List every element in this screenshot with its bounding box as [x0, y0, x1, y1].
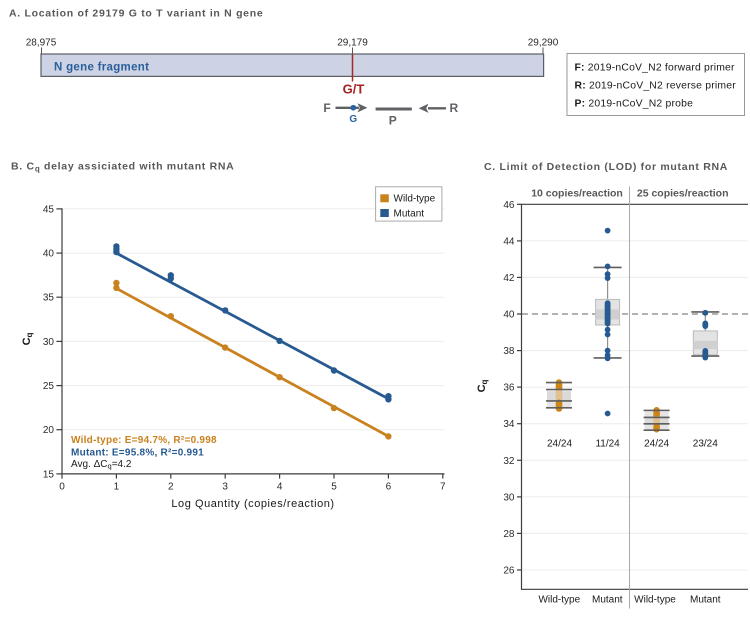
svg-text:Wild-type: E=94.7%, R²=0.998: Wild-type: E=94.7%, R²=0.998	[71, 435, 217, 446]
svg-text:Mutant: E=95.8%, R²=0.991: Mutant: E=95.8%, R²=0.991	[71, 447, 204, 458]
svg-text:G/T: G/T	[343, 81, 365, 96]
svg-text:40: 40	[43, 249, 55, 260]
svg-text:G: G	[349, 114, 357, 125]
svg-text:Log Quantity (copies/reaction): Log Quantity (copies/reaction)	[171, 498, 334, 510]
svg-text:1: 1	[114, 481, 120, 492]
svg-text:32: 32	[503, 456, 515, 467]
svg-text:2: 2	[168, 481, 174, 492]
svg-text:P: 2019-nCoV_N2 probe: P: 2019-nCoV_N2 probe	[575, 98, 694, 109]
svg-text:25: 25	[43, 381, 55, 392]
svg-text:30: 30	[503, 492, 515, 503]
svg-text:35: 35	[43, 293, 55, 304]
svg-text:Mutant: Mutant	[690, 595, 721, 606]
svg-text:3: 3	[222, 481, 228, 492]
svg-text:F: F	[323, 101, 330, 115]
svg-text:20: 20	[43, 425, 55, 436]
svg-text:Wild-type: Wild-type	[394, 194, 436, 205]
svg-text:42: 42	[503, 273, 515, 284]
svg-text:36: 36	[503, 383, 515, 394]
svg-text:29,290: 29,290	[528, 37, 559, 48]
svg-text:Cq: Cq	[21, 332, 34, 345]
svg-text:24/24: 24/24	[547, 439, 572, 450]
svg-text:25 copies/reaction: 25 copies/reaction	[637, 187, 729, 199]
svg-text:30: 30	[43, 337, 55, 348]
svg-text:44: 44	[503, 236, 515, 247]
svg-text:R: 2019-nCoV_N2 reverse primer: R: 2019-nCoV_N2 reverse primer	[575, 81, 737, 92]
svg-text:7: 7	[440, 481, 446, 492]
svg-text:10 copies/reaction: 10 copies/reaction	[531, 187, 623, 199]
svg-text:Wild-type: Wild-type	[634, 595, 676, 606]
svg-text:29,179: 29,179	[337, 37, 368, 48]
svg-text:P: P	[389, 113, 397, 127]
svg-text:28: 28	[503, 529, 515, 540]
svg-text:6: 6	[386, 481, 392, 492]
svg-text:Mutant: Mutant	[394, 208, 425, 219]
svg-text:34: 34	[503, 419, 515, 430]
svg-text:A. Location of 29179 G to T va: A. Location of 29179 G to T variant in N…	[9, 8, 263, 20]
svg-text:15: 15	[43, 469, 55, 480]
svg-text:C. Limit of Detection (LOD) fo: C. Limit of Detection (LOD) for mutant R…	[484, 161, 728, 173]
svg-text:0: 0	[59, 481, 65, 492]
svg-text:4: 4	[277, 481, 283, 492]
svg-text:R: R	[449, 101, 458, 115]
svg-text:28,975: 28,975	[26, 37, 57, 48]
svg-text:N gene fragment: N gene fragment	[54, 61, 149, 73]
svg-text:26: 26	[503, 566, 515, 577]
svg-text:Wild-type: Wild-type	[538, 595, 580, 606]
svg-text:B. Cq delay assiciated with mu: B. Cq delay assiciated with mutant RNA	[11, 161, 234, 174]
svg-text:5: 5	[331, 481, 337, 492]
svg-text:11/24: 11/24	[595, 439, 620, 450]
svg-text:Mutant: Mutant	[592, 595, 623, 606]
svg-text:46: 46	[503, 200, 515, 211]
svg-text:24/24: 24/24	[644, 439, 669, 450]
svg-text:F: 2019-nCoV_N2 forward primer: F: 2019-nCoV_N2 forward primer	[575, 63, 736, 74]
svg-text:Avg. ΔCq=4.2: Avg. ΔCq=4.2	[71, 459, 132, 471]
svg-text:40: 40	[503, 310, 515, 321]
svg-text:38: 38	[503, 346, 515, 357]
svg-text:Cq: Cq	[476, 379, 489, 392]
svg-text:45: 45	[43, 204, 55, 215]
svg-text:23/24: 23/24	[693, 439, 718, 450]
